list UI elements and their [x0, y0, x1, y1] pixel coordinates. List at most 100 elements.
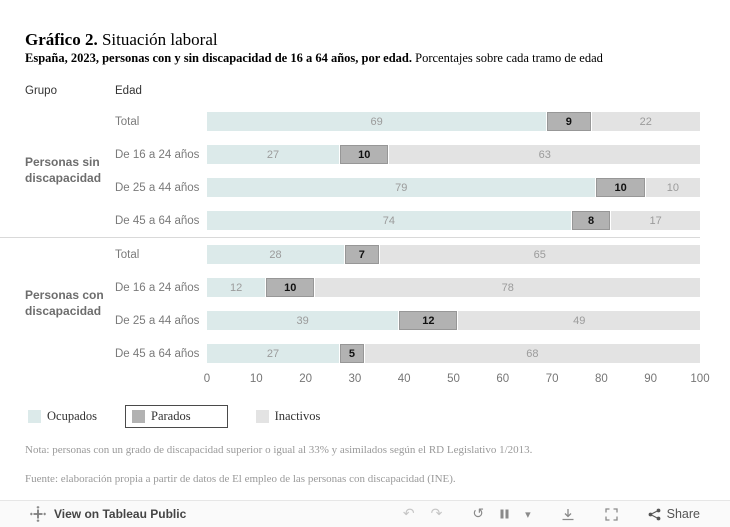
bar-segment-parados[interactable]: 10	[340, 145, 390, 164]
bar-value: 10	[614, 181, 627, 194]
axis-tick-label: 40	[397, 373, 411, 385]
axis-tick-label: 0	[203, 373, 211, 385]
axis-tick-label: 90	[644, 373, 658, 385]
bar-value: 39	[296, 314, 309, 327]
bar-row: De 25 a 44 años 79 10 10	[115, 171, 700, 204]
bar-segment-inactivos[interactable]: 63	[389, 145, 700, 164]
subtitle-bold: España, 2023, personas con y sin discapa…	[25, 51, 413, 65]
bar-segment-parados[interactable]: 12	[399, 311, 459, 330]
row-label: De 16 a 24 años	[115, 148, 200, 161]
bar-row: De 16 a 24 años 12 10 78	[115, 271, 700, 304]
axis-tick-label: 80	[594, 373, 608, 385]
bar-track: 27 10 63	[207, 145, 700, 164]
bar-segment-ocupados[interactable]: 74	[207, 211, 572, 230]
title-regular: Situación laboral	[97, 30, 218, 49]
bar-track: 69 9 22	[207, 112, 700, 131]
bar-value: 22	[639, 115, 652, 128]
tableau-logo-icon	[30, 506, 46, 522]
pause-icon[interactable]	[500, 509, 509, 519]
legend-item-ocupados[interactable]: Ocupados	[28, 409, 97, 424]
bar-segment-inactivos[interactable]: 17	[611, 211, 700, 230]
bar-value: 7	[358, 248, 365, 261]
bar-track: 74 8 17	[207, 211, 700, 230]
note-text: Nota: personas con un grado de discapaci…	[25, 444, 533, 456]
bar-segment-inactivos[interactable]: 22	[591, 112, 700, 131]
row-label: Total	[115, 248, 140, 261]
bar-value: 8	[587, 214, 595, 227]
bar-segment-parados[interactable]: 8	[571, 211, 612, 230]
view-on-tableau-link[interactable]: View on Tableau Public	[30, 506, 186, 522]
title-bold: Gráfico 2.	[25, 30, 98, 49]
bar-segment-inactivos[interactable]: 49	[458, 311, 700, 330]
bar-row: De 45 a 64 años 74 8 17	[115, 204, 700, 237]
bar-segment-ocupados[interactable]: 27	[207, 344, 341, 363]
bar-segment-parados[interactable]: 10	[596, 178, 646, 197]
bar-row: Total 69 9 22	[115, 105, 700, 138]
chart-rows: Personas sin discapacidad Total 69 9 22 De 16…	[0, 105, 730, 370]
bar-value: 10	[666, 181, 679, 194]
row-label: Total	[115, 115, 140, 128]
share-button[interactable]: Share	[648, 507, 700, 521]
axis-tick-label: 100	[690, 373, 710, 385]
bar-value: 68	[526, 347, 539, 360]
bar-row: De 25 a 44 años 39 12 49	[115, 304, 700, 337]
caret-down-icon[interactable]: ▾	[525, 507, 531, 521]
group-label: Personas sin discapacidad	[25, 155, 102, 185]
bar-segment-inactivos[interactable]: 10	[645, 178, 700, 197]
bar-segment-parados[interactable]: 5	[340, 344, 365, 363]
bar-value: 65	[533, 248, 546, 261]
download-icon[interactable]	[561, 508, 575, 521]
bar-value: 27	[266, 347, 280, 360]
bar-value: 5	[348, 347, 355, 360]
bar-value: 28	[269, 248, 282, 261]
bar-row: Total 28 7 65	[115, 238, 700, 271]
bar-value: 17	[649, 214, 662, 227]
legend-label: Ocupados	[47, 409, 97, 423]
bar-segment-parados[interactable]: 7	[345, 245, 380, 264]
redo-icon[interactable]: ↷	[430, 506, 443, 522]
bar-segment-inactivos[interactable]: 78	[315, 278, 700, 297]
bar-segment-ocupados[interactable]: 28	[207, 245, 346, 264]
bar-value: 63	[538, 148, 551, 161]
chart-title-block: Gráfico 2. Situación laboral España, 202…	[25, 30, 730, 67]
bar-track: 27 5 68	[207, 344, 700, 363]
bar-value: 78	[501, 281, 514, 294]
bar-segment-ocupados[interactable]: 79	[207, 178, 597, 197]
bar-segment-parados[interactable]: 10	[266, 278, 316, 297]
group-block: Personas sin discapacidad Total 69 9 22 De 16…	[0, 105, 700, 237]
bar-value: 12	[422, 314, 435, 327]
bar-row: De 45 a 64 años 27 5 68	[115, 337, 700, 370]
row-label: De 45 a 64 años	[115, 214, 200, 227]
legend-swatch	[255, 410, 269, 423]
bar-segment-ocupados[interactable]: 39	[207, 311, 400, 330]
bar-segment-ocupados[interactable]: 12	[207, 278, 267, 297]
bar-value: 79	[395, 181, 408, 194]
bar-segment-inactivos[interactable]: 68	[364, 344, 700, 363]
bar-segment-inactivos[interactable]: 65	[379, 245, 700, 264]
legend: Ocupados Parados Inactivos	[28, 405, 730, 428]
undo-icon[interactable]: ↶	[402, 506, 415, 522]
bar-value: 12	[229, 281, 243, 294]
legend-label: Parados	[151, 409, 191, 423]
bar-value: 69	[370, 115, 383, 128]
share-icon	[648, 508, 661, 521]
share-label: Share	[666, 507, 700, 521]
bar-segment-ocupados[interactable]: 69	[207, 112, 548, 131]
bar-segment-parados[interactable]: 9	[547, 112, 592, 131]
bar-value: 49	[573, 314, 586, 327]
legend-item-parados[interactable]: Parados	[125, 405, 228, 428]
column-headers: Grupo Edad	[0, 85, 730, 97]
x-axis: 0 10 20 30 40 50 60 70 80 90 100	[203, 373, 710, 389]
header-grupo: Grupo	[25, 85, 57, 97]
axis-tick-label: 20	[299, 373, 312, 385]
legend-label: Inactivos	[274, 409, 321, 423]
replay-icon[interactable]: ↺	[472, 506, 485, 522]
bar-segment-ocupados[interactable]: 27	[207, 145, 341, 164]
bar-track: 39 12 49	[207, 311, 700, 330]
axis-tick-label: 10	[249, 373, 263, 385]
legend-item-inactivos[interactable]: Inactivos	[255, 409, 321, 424]
legend-swatch	[132, 410, 145, 423]
fullscreen-icon[interactable]	[604, 507, 618, 521]
group-label: Personas con discapacidad	[25, 288, 104, 318]
